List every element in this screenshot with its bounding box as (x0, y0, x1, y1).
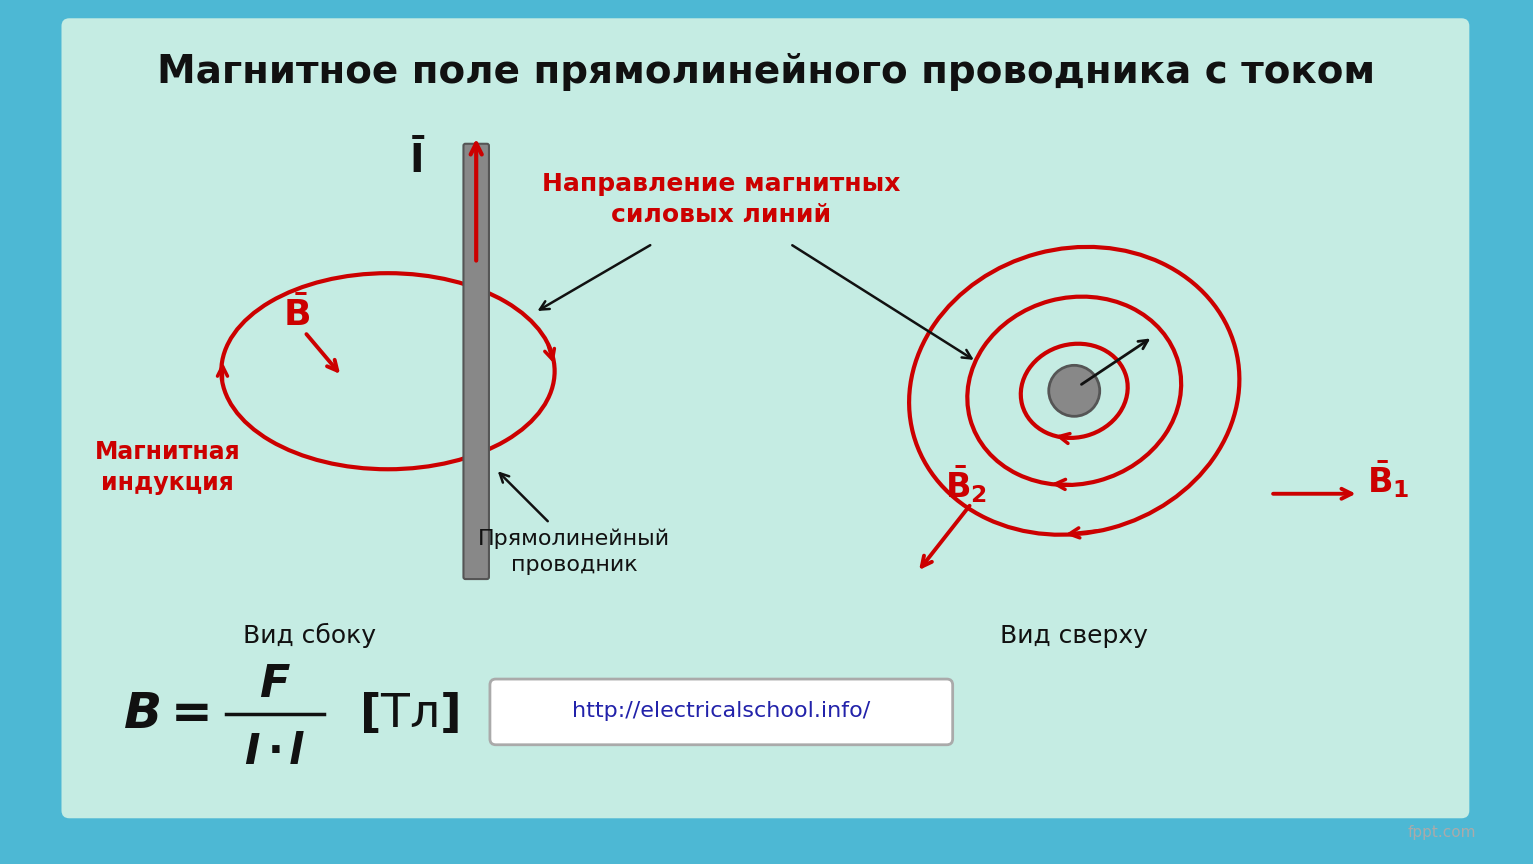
Text: $\mathbf{\bar{I}}$: $\mathbf{\bar{I}}$ (409, 139, 426, 181)
Text: $\boldsymbol{I \cdot l}$: $\boldsymbol{I \cdot l}$ (244, 731, 307, 772)
Text: $\boldsymbol{B=}$: $\boldsymbol{B=}$ (123, 690, 210, 739)
Text: Вид сбоку: Вид сбоку (244, 623, 376, 649)
Text: http://electricalschool.info/: http://electricalschool.info/ (572, 702, 871, 721)
FancyBboxPatch shape (463, 143, 489, 579)
Text: Вид сверху: Вид сверху (1001, 624, 1148, 648)
Text: $\mathbf{\bar{B}}$: $\mathbf{\bar{B}}$ (284, 295, 310, 334)
Text: Магнитное поле прямолинейного проводника с током: Магнитное поле прямолинейного проводника… (158, 54, 1375, 92)
Text: fppt.com: fppt.com (1407, 824, 1476, 840)
Text: Прямолинейный
проводник: Прямолинейный проводник (478, 528, 670, 575)
Text: $\mathbf{\bar{B}_1}$: $\mathbf{\bar{B}_1}$ (1367, 458, 1409, 500)
FancyBboxPatch shape (491, 679, 952, 745)
Text: $\boldsymbol{[\text{Тл}]}$: $\boldsymbol{[\text{Тл}]}$ (359, 692, 458, 737)
FancyBboxPatch shape (61, 18, 1469, 818)
Text: Направление магнитных
силовых линий: Направление магнитных силовых линий (543, 172, 900, 227)
Text: $\mathbf{\bar{B}_2}$: $\mathbf{\bar{B}_2}$ (946, 463, 987, 505)
Circle shape (1049, 365, 1099, 416)
Text: $\boldsymbol{F}$: $\boldsymbol{F}$ (259, 664, 291, 707)
Text: Магнитная
индукция: Магнитная индукция (95, 440, 241, 495)
